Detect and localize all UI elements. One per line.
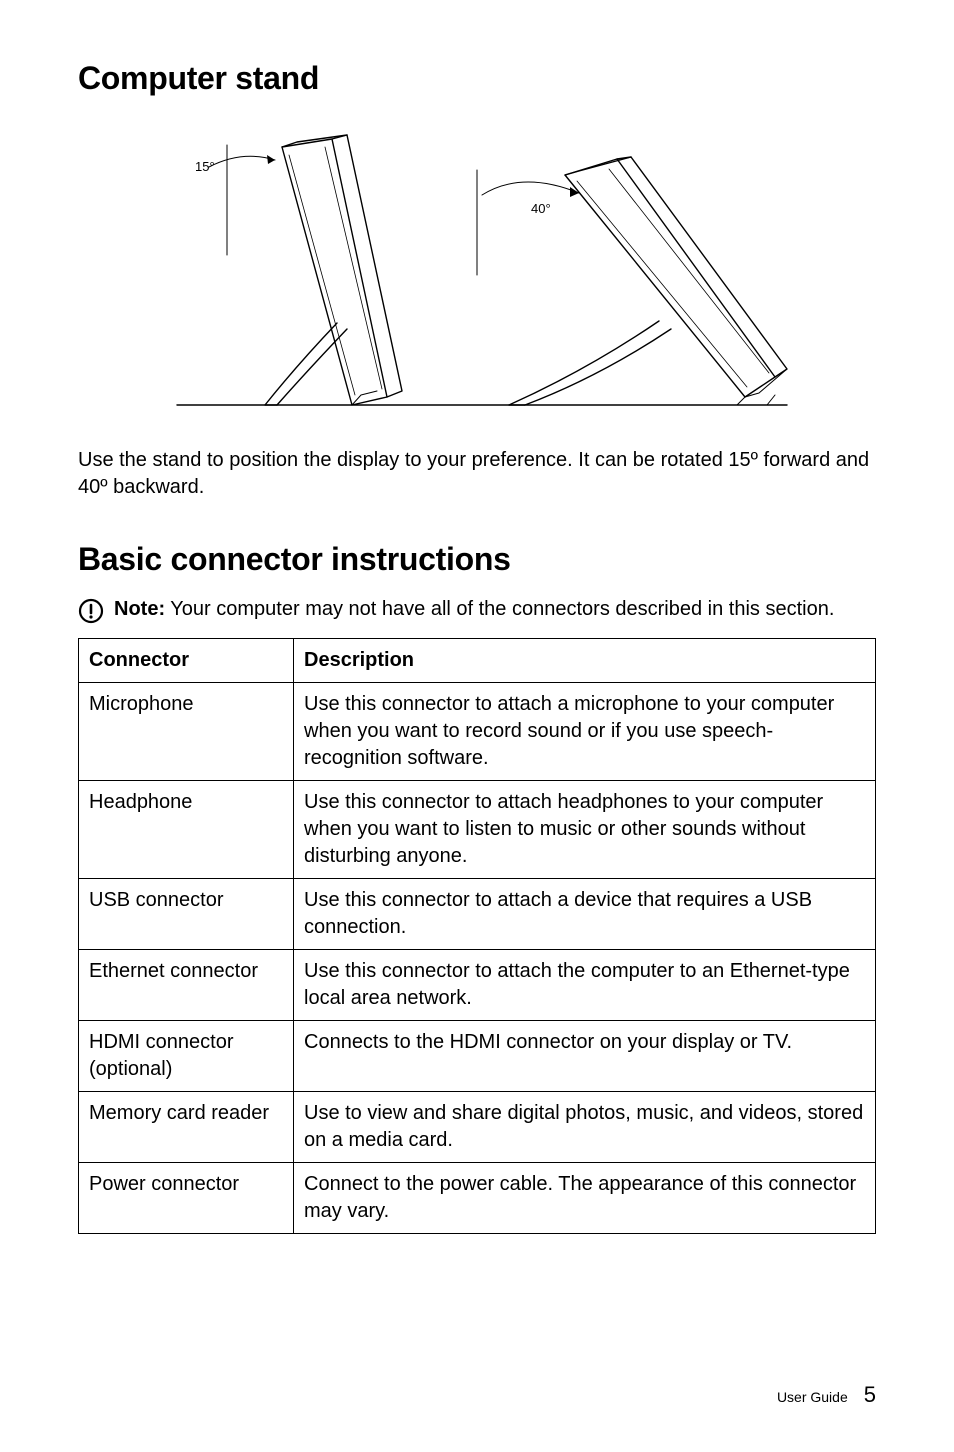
connector-name: Power connector [79, 1163, 294, 1234]
connector-desc: Connect to the power cable. The appearan… [294, 1163, 876, 1234]
note-row: Note: Your computer may not have all of … [78, 596, 876, 624]
col-connector: Connector [79, 639, 294, 683]
connector-name: Ethernet connector [79, 950, 294, 1021]
connector-name: Memory card reader [79, 1092, 294, 1163]
table-row: Headphone Use this connector to attach h… [79, 781, 876, 879]
stand-description: Use the stand to position the display to… [78, 447, 876, 501]
connector-name: Headphone [79, 781, 294, 879]
heading-computer-stand: Computer stand [78, 60, 876, 97]
connector-desc: Use this connector to attach a microphon… [294, 683, 876, 781]
connector-name: USB connector [79, 879, 294, 950]
stand-diagram: 15° 40° [147, 115, 807, 425]
table-row: Microphone Use this connector to attach … [79, 683, 876, 781]
connector-desc: Use this connector to attach the compute… [294, 950, 876, 1021]
page-number: 5 [864, 1382, 876, 1408]
note-label: Note: [114, 598, 165, 620]
info-icon [78, 598, 104, 624]
col-description: Description [294, 639, 876, 683]
note-body: Your computer may not have all of the co… [165, 598, 834, 620]
table-header-row: Connector Description [79, 639, 876, 683]
heading-basic-connectors: Basic connector instructions [78, 541, 876, 578]
table-row: USB connector Use this connector to atta… [79, 879, 876, 950]
connector-name: Microphone [79, 683, 294, 781]
connector-desc: Connects to the HDMI connector on your d… [294, 1021, 876, 1092]
table-row: HDMI connector (optional) Connects to th… [79, 1021, 876, 1092]
note-text: Note: Your computer may not have all of … [114, 596, 834, 623]
connector-name: HDMI connector (optional) [79, 1021, 294, 1092]
table-row: Ethernet connector Use this connector to… [79, 950, 876, 1021]
angle-label-40: 40° [531, 201, 551, 216]
table-row: Power connector Connect to the power cab… [79, 1163, 876, 1234]
connectors-table: Connector Description Microphone Use thi… [78, 638, 876, 1234]
footer-label: User Guide [777, 1389, 848, 1405]
page-content: Computer stand [0, 0, 954, 1274]
angle-label-15: 15° [195, 159, 215, 174]
table-row: Memory card reader Use to view and share… [79, 1092, 876, 1163]
page-footer: User Guide 5 [777, 1382, 876, 1408]
connector-desc: Use this connector to attach headphones … [294, 781, 876, 879]
connector-desc: Use this connector to attach a device th… [294, 879, 876, 950]
connector-desc: Use to view and share digital photos, mu… [294, 1092, 876, 1163]
